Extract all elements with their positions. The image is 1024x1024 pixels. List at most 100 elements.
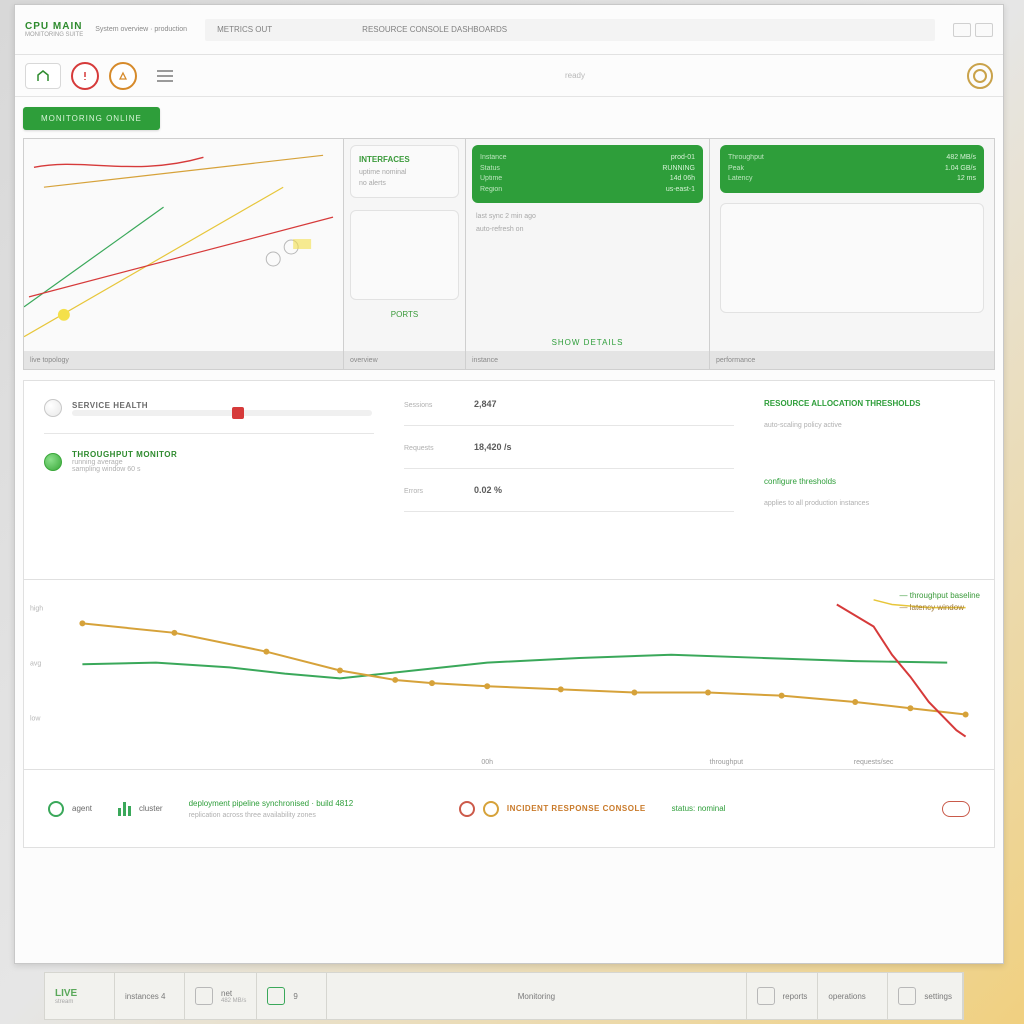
analytics-center: Sessions2,847 Requests18,420 /s Errors0.… [404,399,734,561]
interfaces-note-1: uptime nominal [359,168,450,179]
refresh-button[interactable] [967,63,993,89]
tseg-live[interactable]: LIVEstream [45,973,115,1019]
tseg-net-b: 482 MB/s [221,998,246,1004]
tseg-operations-label: operations [828,992,865,1001]
divider [404,425,734,426]
throughput-row: THROUGHPUT MONITOR running average sampl… [44,450,374,473]
panel-instance-footer: instance [466,351,709,369]
interfaces-note-2: no alerts [359,179,450,190]
throughput-label: THROUGHPUT MONITOR [72,450,177,459]
instance-details-link[interactable]: SHOW DETAILS [466,338,709,347]
tseg-settings[interactable]: settings [888,973,963,1019]
menu-button[interactable] [147,63,183,89]
service-health-bar[interactable] [72,410,372,416]
tseg-net[interactable]: net482 MB/s [185,973,257,1019]
thresholds-link[interactable]: configure thresholds [764,477,974,486]
wf-cluster[interactable]: cluster [118,802,163,816]
panel-instance[interactable]: Instanceprod-01 StatusRUNNING Uptime14d … [466,139,710,369]
perf-k2: Peak [728,164,744,175]
inst-v4: us-east-1 [666,185,695,196]
wf-agent[interactable]: agent [48,801,92,817]
panel-topology[interactable]: live topology [24,139,344,369]
wf-deploy-a: deployment pipeline synchronised · build… [189,799,354,808]
home-button[interactable] [25,63,61,89]
service-health-marker[interactable] [232,407,244,419]
tseg-reports[interactable]: reports [747,973,819,1019]
divider [404,511,734,512]
kv1-v: 2,847 [474,399,497,409]
tseg-instances-label: instances 4 [125,992,165,1001]
panel-performance[interactable]: Throughput482 MB/s Peak1.04 GB/s Latency… [710,139,994,369]
window-controls [953,23,993,37]
chart-legend: — throughput baseline — latency window [900,590,981,614]
settings-icon [898,987,916,1005]
perf-k1: Throughput [728,153,764,164]
perf-v2: 1.04 GB/s [945,164,976,175]
tseg-instances[interactable]: instances 4 [115,973,185,1019]
inst-k1: Instance [480,153,506,164]
divider [44,433,374,434]
tseg-monitoring-label: Monitoring [518,992,555,1001]
home-icon [35,68,51,84]
header-tab-strip: METRICS OUT RESOURCE CONSOLE DASHBOARDS [205,19,935,41]
instance-note-1: last sync 2 min ago [466,209,709,224]
warning-button[interactable] [109,62,137,90]
logo-title: CPU MAIN [25,21,83,32]
analytics-left: SERVICE HEALTH THROUGHPUT MONITOR runnin… [44,399,374,561]
net-icon [195,987,213,1005]
topology-sketch [24,139,343,369]
inst-v1: prod-01 [671,153,695,164]
bars-icon [118,802,131,816]
tseg-count[interactable]: 9 [257,973,327,1019]
status-pill: MONITORING ONLINE [23,107,160,130]
instance-note-2: auto-refresh on [466,224,709,235]
wf-incident[interactable]: INCIDENT RESPONSE CONSOLE [459,801,646,817]
panel-performance-footer: performance [710,351,994,369]
dot-icon [44,399,62,417]
throughput-sub1: running average [72,459,177,466]
count-icon [267,987,285,1005]
service-health-label: SERVICE HEALTH [72,401,374,410]
close-button[interactable] [975,23,993,37]
alert-button[interactable] [71,62,99,90]
header-tab-metrics[interactable]: METRICS OUT [217,25,272,34]
svg-text:avg: avg [30,661,41,668]
tseg-operations[interactable]: operations [818,973,888,1019]
tseg-count-label: 9 [293,992,297,1001]
tseg-reports-label: reports [783,992,808,1001]
svg-text:throughput: throughput [710,759,743,766]
thresholds-sub: applies to all production instances [764,500,974,507]
analytics-section: SERVICE HEALTH THROUGHPUT MONITOR runnin… [23,380,995,580]
logo-subtitle: MONITORING SUITE [25,32,83,39]
trend-chart: — throughput baseline — latency window l… [23,580,995,770]
panel-topology-footer: live topology [24,351,343,369]
overview-panels: live topology INTERFACES uptime nominal … [23,138,995,370]
analytics-right: RESOURCE ALLOCATION THRESHOLDS auto-scal… [764,399,974,561]
interfaces-card: INTERFACES uptime nominal no alerts [350,145,459,198]
interfaces-link[interactable]: PORTS [344,310,465,319]
app-window: CPU MAIN MONITORING SUITE System overvie… [14,4,1004,964]
instance-card: Instanceprod-01 StatusRUNNING Uptime14d … [472,145,703,203]
panel-interfaces[interactable]: INTERFACES uptime nominal no alerts PORT… [344,139,466,369]
taskbar: LIVEstream instances 4 net482 MB/s 9 Mon… [44,972,964,1020]
perf-v1: 482 MB/s [946,153,976,164]
wf-deploy: deployment pipeline synchronised · build… [189,799,433,819]
tseg-live-sub: stream [55,999,77,1005]
toolbar-hint: ready [193,71,957,80]
minimize-button[interactable] [953,23,971,37]
inst-v3: 14d 06h [670,174,695,185]
kv-errors: Errors0.02 % [404,485,734,495]
svg-text:00h: 00h [481,759,493,766]
svg-text:requests/sec: requests/sec [854,759,894,766]
performance-body [720,203,984,313]
wf-cluster-label: cluster [139,804,163,813]
tseg-monitoring[interactable]: Monitoring [327,973,746,1019]
inst-v2: RUNNING [662,164,695,175]
thresholds-title: RESOURCE ALLOCATION THRESHOLDS [764,399,974,408]
header-tab-resource[interactable]: RESOURCE CONSOLE DASHBOARDS [362,25,507,34]
kv-sessions: Sessions2,847 [404,399,734,409]
inst-k2: Status [480,164,500,175]
wf-alerts[interactable] [942,801,970,817]
interfaces-title: INTERFACES [359,154,450,166]
kv-requests: Requests18,420 /s [404,442,734,452]
